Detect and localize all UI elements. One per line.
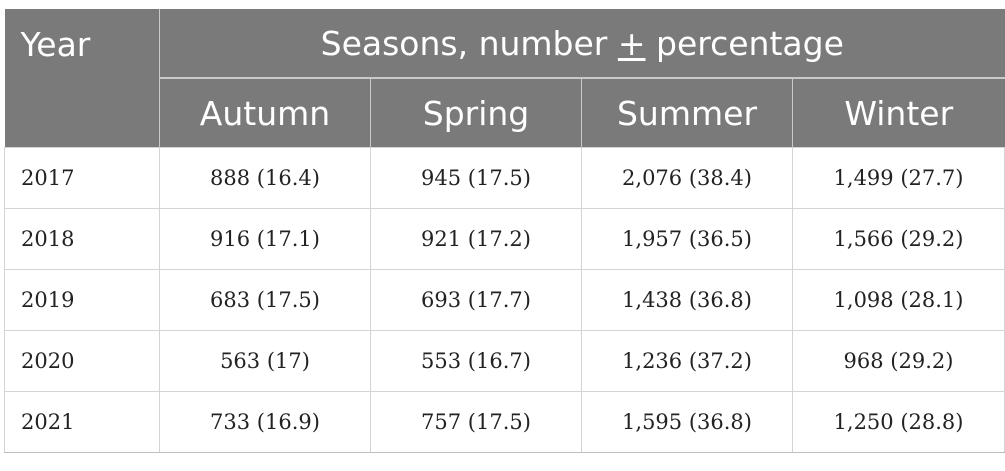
table-cell: 1,595 (36.8) [581,391,793,453]
table-cell: 1,438 (36.8) [581,269,793,331]
season-header-summer: Summer [581,78,793,148]
seasons-group-header: Seasons, number + percentage [159,9,1005,79]
table-cell: 945 (17.5) [370,147,582,209]
year-cell: 2020 [4,330,160,392]
table-cell: 693 (17.7) [370,269,582,331]
table-cell: 888 (16.4) [159,147,371,209]
table-cell: 683 (17.5) [159,269,371,331]
table-cell: 921 (17.2) [370,208,582,270]
table-cell: 733 (16.9) [159,391,371,453]
year-cell: 2021 [4,391,160,453]
table-row: 2021 733 (16.9) 757 (17.5) 1,595 (36.8) … [4,391,1005,453]
year-column-header: Year [4,9,160,148]
group-header-prefix: Seasons, number [320,23,618,63]
table-row: 2020 563 (17) 553 (16.7) 1,236 (37.2) 96… [4,330,1005,392]
year-cell: 2017 [4,147,160,209]
season-header-winter: Winter [792,78,1005,148]
table-cell: 757 (17.5) [370,391,582,453]
season-header-autumn: Autumn [159,78,371,148]
table-cell: 1,957 (36.5) [581,208,793,270]
seasons-table: Year Seasons, number + percentage Autumn… [4,9,1005,453]
group-header-suffix: percentage [645,23,844,63]
plus-minus-symbol: + [617,23,646,63]
table-cell: 2,076 (38.4) [581,147,793,209]
table-cell: 563 (17) [159,330,371,392]
table-cell: 1,098 (28.1) [792,269,1005,331]
table-cell: 1,499 (27.7) [792,147,1005,209]
season-header-spring: Spring [370,78,582,148]
table-cell: 1,566 (29.2) [792,208,1005,270]
year-cell: 2019 [4,269,160,331]
table-row: 2018 916 (17.1) 921 (17.2) 1,957 (36.5) … [4,208,1005,270]
table-cell: 1,236 (37.2) [581,330,793,392]
table-cell: 1,250 (28.8) [792,391,1005,453]
table-row: 2019 683 (17.5) 693 (17.7) 1,438 (36.8) … [4,269,1005,331]
table-cell: 916 (17.1) [159,208,371,270]
table-cell: 553 (16.7) [370,330,582,392]
year-cell: 2018 [4,208,160,270]
table-cell: 968 (29.2) [792,330,1005,392]
table-row: 2017 888 (16.4) 945 (17.5) 2,076 (38.4) … [4,147,1005,209]
